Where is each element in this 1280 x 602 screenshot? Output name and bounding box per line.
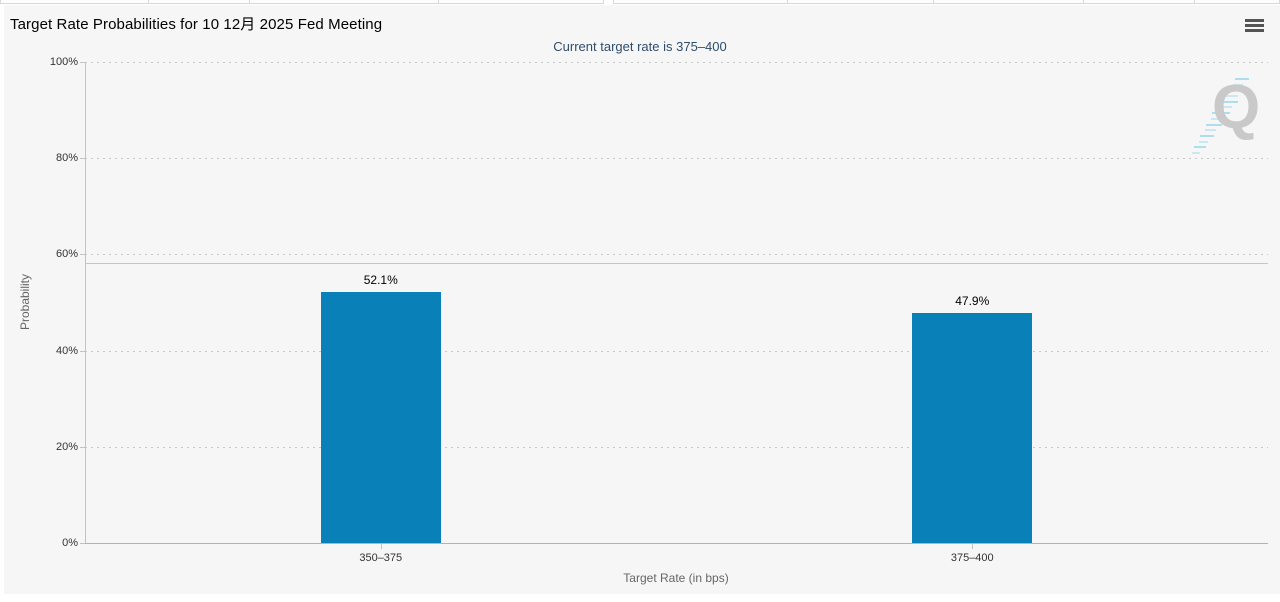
x-axis-title: Target Rate (in bps) bbox=[623, 571, 729, 585]
chart-panel bbox=[4, 5, 1280, 594]
top-strip-separator bbox=[787, 0, 788, 4]
watermark-stripe bbox=[1204, 129, 1216, 132]
x-tick-label: 350–375 bbox=[359, 552, 403, 564]
watermark-stripe bbox=[1205, 123, 1222, 126]
x-axis-tick bbox=[380, 544, 382, 549]
y-tick-label: 40% bbox=[55, 344, 78, 357]
probability-bar-350–375[interactable] bbox=[320, 292, 441, 543]
y-tick-label: 80% bbox=[55, 152, 78, 165]
y-axis-tick bbox=[80, 62, 85, 63]
gridline-60% bbox=[85, 254, 1268, 256]
y-axis-tick bbox=[80, 446, 85, 448]
bottom-margin bbox=[0, 594, 1280, 602]
watermark-stripe bbox=[1224, 95, 1238, 97]
watermark-stripe bbox=[1233, 83, 1243, 86]
chart-title: Target Rate Probabilities for 10 12月 202… bbox=[10, 16, 383, 33]
y-axis-title: Probability bbox=[18, 273, 32, 331]
y-tick-label: 100% bbox=[49, 56, 78, 68]
top-strip-separator bbox=[148, 0, 149, 4]
y-tick-label: 20% bbox=[55, 440, 78, 453]
top-strip-separator bbox=[933, 0, 934, 4]
top-strip-separator bbox=[1083, 0, 1084, 4]
watermark-stripe bbox=[1193, 146, 1206, 149]
watermark-stripe bbox=[1234, 77, 1249, 80]
gridline-80% bbox=[85, 158, 1268, 160]
watermark-stripe bbox=[1211, 112, 1230, 115]
y-tick-label: 0% bbox=[62, 537, 78, 549]
gridline-100% bbox=[85, 62, 1268, 63]
top-strip-group1 bbox=[0, 0, 604, 4]
y-axis-tick bbox=[80, 350, 85, 352]
top-strip-separator bbox=[249, 0, 250, 4]
top-strip-separator bbox=[1194, 0, 1195, 4]
x-tick-label: 375–400 bbox=[950, 552, 994, 564]
watermark-stripe bbox=[1226, 89, 1243, 92]
x-axis-tick bbox=[972, 544, 974, 549]
bar-value-label: 52.1% bbox=[363, 273, 398, 288]
hamburger-menu-icon bbox=[1245, 19, 1264, 34]
x-axis-line bbox=[85, 543, 1268, 544]
chart-subtitle: Current target rate is 375–400 bbox=[553, 39, 727, 54]
y-axis-line bbox=[85, 62, 86, 543]
gridline-40% bbox=[85, 350, 1268, 352]
y-axis-tick bbox=[80, 158, 85, 160]
watermark-stripe bbox=[1198, 140, 1208, 143]
y-tick-label: 60% bbox=[55, 248, 78, 261]
probability-bar-375–400[interactable] bbox=[912, 312, 1033, 543]
top-strip-separator bbox=[438, 0, 439, 4]
left-margin bbox=[0, 5, 4, 602]
bar-value-label: 47.9% bbox=[955, 293, 990, 308]
watermark-stripe bbox=[1217, 100, 1238, 103]
y-axis-tick bbox=[80, 254, 85, 256]
reference-line bbox=[85, 263, 1268, 265]
chart-context-menu-button[interactable] bbox=[1242, 16, 1268, 38]
gridline-20% bbox=[85, 446, 1268, 448]
watermark-stripe bbox=[1199, 134, 1214, 137]
y-axis-tick bbox=[80, 543, 85, 544]
watermark-stripe bbox=[1210, 117, 1224, 120]
watermark-stripe bbox=[1216, 106, 1232, 109]
watermark-q-letter: Q bbox=[1212, 73, 1261, 142]
watermark-stripe bbox=[1192, 152, 1200, 154]
